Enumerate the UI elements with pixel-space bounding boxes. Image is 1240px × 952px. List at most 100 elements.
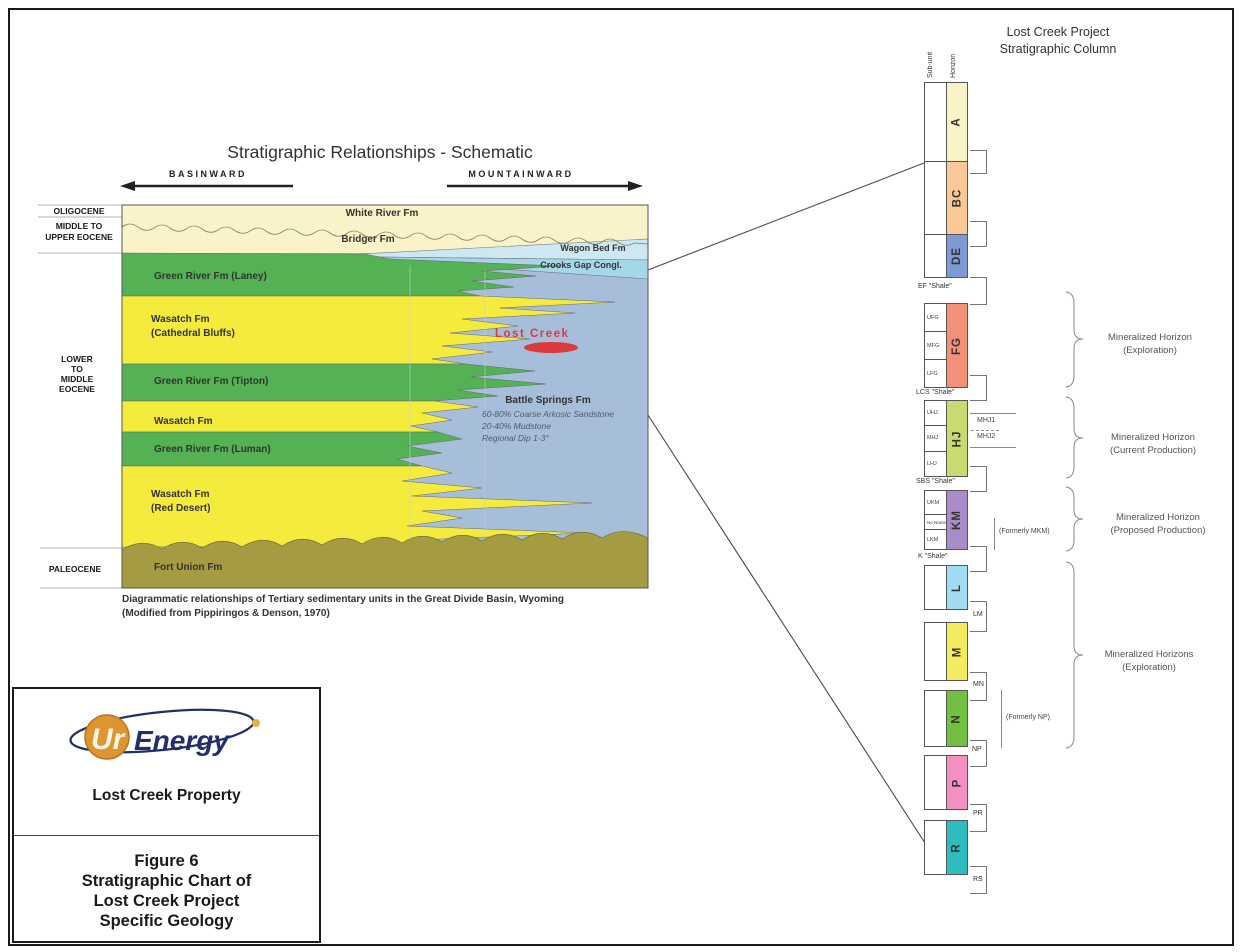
interval-bracket <box>970 277 987 305</box>
interval-bracket <box>970 375 987 401</box>
logo-ur-text: Ur <box>91 723 127 756</box>
horizon-cell-bc: BC <box>947 161 968 235</box>
logo-accent-dot <box>252 719 260 727</box>
mhj-divider-line <box>971 430 999 431</box>
horizon-cell-r: R <box>947 820 968 875</box>
schematic-caption-2: (Modified from Pippiringos & Denson, 197… <box>122 608 330 619</box>
logo-orange-ball <box>84 714 130 760</box>
basinward-arrowhead <box>120 181 135 191</box>
subunit-cell-a <box>924 82 947 162</box>
shale-marker-ef: EF "Shale" <box>918 283 952 290</box>
formerly-np-note: (Formerly NP) <box>1006 714 1050 721</box>
annotation-line: (Exploration) <box>1123 345 1177 356</box>
fort-union-band <box>121 531 649 589</box>
figure-caption-line-1: Figure 6 <box>134 852 199 870</box>
schematic-diagram: Stratigraphic Relationships - Schematic … <box>38 142 649 619</box>
mhj1-label: MHJ1 <box>977 417 996 424</box>
boundary-marker-np: NP <box>972 746 982 753</box>
schematic-outline <box>121 204 649 589</box>
annotation-current-production: Mineralized Horizon (Current Production) <box>1090 431 1216 457</box>
wasatch-cathedral-label-2: (Cathedral Bluffs) <box>151 328 235 339</box>
wasatch-red-desert-label-2: (Red Desert) <box>151 503 210 514</box>
interval-bracket <box>970 221 987 247</box>
horizon-cell-a: A <box>947 82 968 162</box>
horizon-cell-m: M <box>947 622 968 681</box>
horizon-label-n: N <box>951 713 963 724</box>
figure-caption: Figure 6 Stratigraphic Chart of Lost Cre… <box>14 851 319 931</box>
brace-current-production <box>1065 396 1084 479</box>
figure-title-block: Ur Energy Lost Creek Property Figure 6 S… <box>12 687 321 943</box>
era-lower-middle-eocene-3: MIDDLE <box>61 374 94 384</box>
boundary-marker-rs: RS <box>973 876 983 883</box>
battle-springs-label: Battle Springs Fm <box>505 395 591 406</box>
interval-bracket <box>970 546 987 572</box>
lost-creek-deposit-marker <box>524 342 578 353</box>
figure-caption-line-2: Stratigraphic Chart of <box>81 872 252 890</box>
horizon-label-a: A <box>951 117 963 127</box>
formerly-mkm-line <box>994 518 995 550</box>
annotation-line: (Exploration) <box>1122 662 1176 673</box>
ur-energy-logo: Ur Energy <box>69 708 260 760</box>
column-title-line-2: Stratigraphic Column <box>999 42 1117 56</box>
boundary-marker-pr: PR <box>973 810 983 817</box>
horizon-cell-de: DE <box>947 234 968 278</box>
battle-springs-desc-1: 60-80% Coarse Arkosic Sandstone <box>482 409 614 419</box>
connector-line-top <box>647 162 925 271</box>
annotation-line: (Proposed Production) <box>1110 525 1206 536</box>
horizon-label-l: L <box>951 583 963 592</box>
battle-springs-desc-2: 20-40% Mudstone <box>481 421 551 431</box>
annotation-line: (Current Production) <box>1109 445 1197 456</box>
luman-label: Green River Fm (Luman) <box>154 444 271 455</box>
subunit-label: LKM <box>925 529 946 549</box>
subunit-cell-n <box>924 690 947 747</box>
subunit-cells-fg: UFG MFG LFG <box>924 303 947 388</box>
interval-bracket <box>970 804 987 832</box>
bridger-label: Bridger Fm <box>341 234 394 245</box>
basinward-label: BASINWARD <box>169 169 247 179</box>
figure-caption-line-3: Lost Creek Project <box>93 892 240 910</box>
horizon-cell-km: KM <box>947 490 968 550</box>
subunit-label: MFG <box>925 331 946 359</box>
schematic-caption-1: Diagrammatic relationships of Tertiary s… <box>122 594 564 605</box>
subunit-label: LFG <box>925 359 946 387</box>
horizon-label-de: DE <box>950 247 963 265</box>
wasatch-red-desert-label-1: Wasatch Fm <box>151 489 210 500</box>
horizon-cell-fg: FG <box>947 303 968 388</box>
connector-line-bottom <box>647 414 926 844</box>
era-lower-middle-eocene-4: EOCENE <box>59 384 95 394</box>
mountainward-arrowhead <box>628 181 643 191</box>
laney-label: Green River Fm (Laney) <box>154 271 267 282</box>
battle-springs-desc-3: Regional Dip 1-3° <box>482 433 549 443</box>
era-mid-upper-eocene-2: UPPER EOCENE <box>45 232 113 242</box>
figure-box-divider <box>14 835 319 836</box>
horizon-cell-l: L <box>947 565 968 610</box>
subunit-cell-l <box>924 565 947 610</box>
horizon-block-km: UKM No Name LKM KM <box>924 490 968 550</box>
column-title: Lost Creek Project Stratigraphic Column <box>982 24 1134 58</box>
horizon-cell-p: P <box>947 755 968 810</box>
interval-bracket <box>970 466 987 492</box>
horizon-block-bc: BC <box>924 161 968 235</box>
subunit-cells-km: UKM No Name LKM <box>924 490 947 550</box>
horizon-cell-n: N <box>947 690 968 747</box>
unconformity-line <box>121 223 649 246</box>
subunit-cell-r <box>924 820 947 875</box>
subunit-label: MHJ <box>925 425 946 450</box>
subunit-cell-bc <box>924 161 947 235</box>
tipton-label: Green River Fm (Tipton) <box>154 376 268 387</box>
wasatch-mid-label: Wasatch Fm <box>154 416 213 427</box>
annotation-line: Mineralized Horizons <box>1104 649 1194 660</box>
shale-marker-lcs: LCS "Shale" <box>916 389 955 396</box>
subunit-label: UKM <box>927 499 940 506</box>
horizon-label-fg: FG <box>950 336 963 355</box>
subunit-column-header: Sub-unit <box>927 51 934 78</box>
horizon-label-p: P <box>950 778 963 787</box>
white-river-label: White River Fm <box>346 208 419 219</box>
subunit-cell-m <box>924 622 947 681</box>
subunit-cell-p <box>924 755 947 810</box>
annotation-line: Mineralized Horizon <box>1116 512 1200 523</box>
subunit-cells-hj: UHJ MHJ LHJ <box>924 400 947 477</box>
subunit-label: LHJ <box>925 450 946 476</box>
